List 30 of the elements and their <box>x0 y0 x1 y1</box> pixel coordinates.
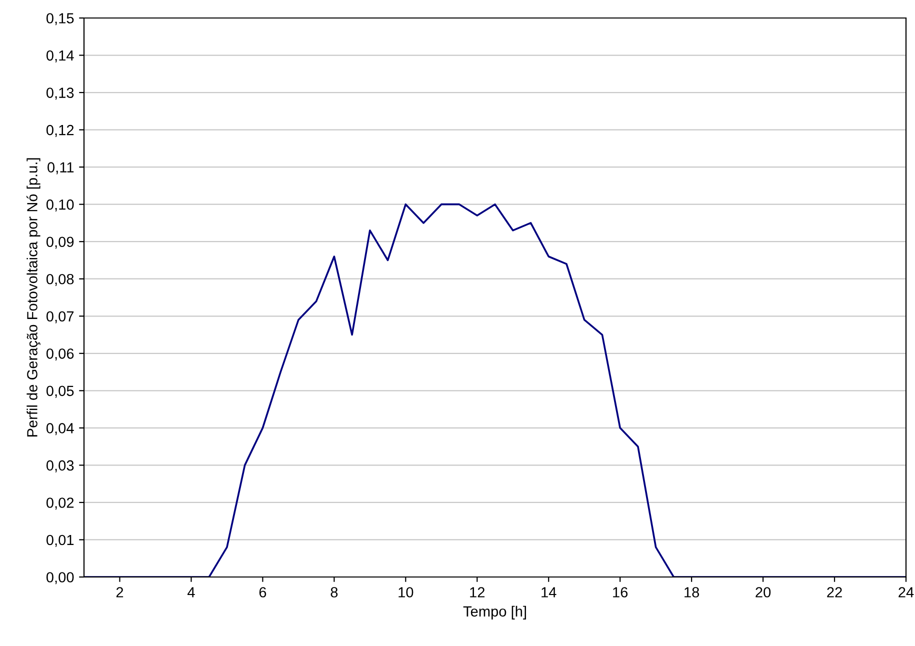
y-tick-label: 0,06 <box>46 348 74 361</box>
x-axis-title: Tempo [h] <box>463 606 526 620</box>
x-tick-label: 10 <box>398 587 414 598</box>
y-tick-label: 0,00 <box>46 572 74 584</box>
y-tick-label: 0,12 <box>46 124 74 137</box>
y-tick-label: 0,01 <box>46 534 74 547</box>
x-tick-label: 18 <box>684 587 700 598</box>
x-tick-label: 4 <box>187 587 195 598</box>
x-tick-label: 22 <box>827 587 842 598</box>
y-tick-label: 0,09 <box>46 236 74 249</box>
x-tick-label: 20 <box>756 587 771 598</box>
y-tick-label: 0,13 <box>46 88 74 100</box>
y-tick-label: 0,14 <box>46 50 74 62</box>
y-tick-label: 0,15 <box>46 13 74 26</box>
x-tick-label: 2 <box>116 587 124 598</box>
y-tick-label: 0,04 <box>46 423 74 436</box>
y-tick-label: 0,07 <box>46 311 74 324</box>
y-tick-label: 0,11 <box>48 162 74 174</box>
x-tick-label: 24 <box>898 587 914 598</box>
y-axis-title: Perfil de Geração Fotovoltaica por Nó [p.u.] <box>26 158 40 437</box>
y-tick-label: 0,03 <box>46 460 74 472</box>
x-tick-label: 16 <box>613 587 628 598</box>
y-tick-label: 0,10 <box>46 199 74 212</box>
x-tick-label: 12 <box>470 587 485 598</box>
y-tick-label: 0,02 <box>46 498 74 510</box>
x-tick-label: 6 <box>259 587 266 598</box>
y-tick-label: 0,05 <box>46 386 74 398</box>
y-tick-label: 0,08 <box>46 274 74 286</box>
x-tick-label: 8 <box>330 587 338 598</box>
x-tick-label: 14 <box>542 587 556 598</box>
